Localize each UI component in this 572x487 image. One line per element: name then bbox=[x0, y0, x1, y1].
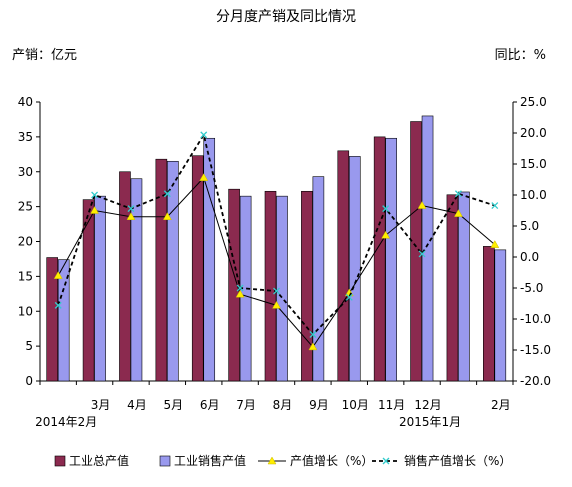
legend-item: 产值增长（%） bbox=[258, 453, 373, 468]
legend-item: 工业销售产值 bbox=[159, 453, 246, 468]
y-right-tick-label: 15.0 bbox=[520, 157, 547, 171]
y-right-tick-label: -10.0 bbox=[520, 312, 551, 326]
x-sub-label: 2015年1月 bbox=[399, 415, 461, 429]
x-tick-label: 10月 bbox=[342, 398, 369, 412]
legend-label: 产值增长（%） bbox=[290, 453, 373, 468]
point-sales-growth bbox=[163, 190, 171, 198]
bar-sales bbox=[130, 178, 143, 382]
bar-output bbox=[337, 150, 350, 382]
y-right-tick-label: -20.0 bbox=[520, 374, 551, 388]
legend-item: 工业总产值 bbox=[54, 453, 129, 468]
bar-sales bbox=[57, 259, 70, 382]
point-sales-growth bbox=[236, 284, 244, 292]
y-right-tick-label: -15.0 bbox=[520, 343, 551, 357]
point-output-growth bbox=[199, 173, 209, 181]
bar-sales bbox=[94, 195, 106, 382]
bar-output bbox=[191, 155, 204, 382]
bar-output bbox=[410, 121, 422, 382]
legend: 工业总产值 工业销售产值 产值增长（%） 销售产值增长（%） bbox=[54, 453, 511, 468]
point-output-growth bbox=[453, 209, 463, 217]
bar-output bbox=[82, 199, 95, 382]
y-left-tick-label: 30 bbox=[18, 165, 33, 179]
x-tick-label: 6月 bbox=[200, 398, 220, 412]
point-sales-growth bbox=[200, 131, 208, 139]
point-sales-growth bbox=[491, 202, 499, 209]
bar-sales bbox=[421, 115, 434, 382]
bar-sales bbox=[312, 176, 325, 382]
point-output-growth bbox=[272, 300, 281, 309]
y-right-tick-label: 0.0 bbox=[520, 250, 539, 264]
y-left-tick-label: 25 bbox=[18, 200, 33, 214]
legend-label: 工业总产值 bbox=[69, 453, 129, 468]
point-output-growth bbox=[53, 271, 63, 279]
x-tick-label: 2月 bbox=[491, 398, 511, 412]
bar-output bbox=[46, 257, 58, 382]
x-tick-label: 7月 bbox=[236, 398, 256, 412]
bar-output bbox=[483, 246, 495, 382]
point-output-growth bbox=[90, 205, 100, 214]
bar-output bbox=[264, 190, 277, 382]
x-tick-label: 9月 bbox=[309, 398, 329, 412]
bar-output bbox=[301, 190, 313, 382]
x-tick-label: 11月 bbox=[378, 398, 405, 412]
point-output-growth bbox=[417, 201, 427, 209]
legend-label: 工业销售产值 bbox=[174, 453, 246, 468]
bar-sales bbox=[203, 137, 216, 382]
legend-label: 销售产值增长（%） bbox=[404, 453, 511, 468]
plot-area: 0 5 10 15 20 25 30 35 40 -20.0 -15.0 -10.0 -5.0 0.0 5.… bbox=[18, 95, 551, 429]
point-output-growth bbox=[126, 212, 136, 220]
y-left-tick-label: 20 bbox=[18, 235, 33, 249]
bar-sales bbox=[494, 249, 507, 382]
y-left-tick-label: 10 bbox=[18, 304, 33, 318]
bar-output bbox=[446, 194, 459, 382]
right-unit-label: 同比：% bbox=[495, 48, 546, 63]
x-tick-label: 4月 bbox=[127, 398, 147, 412]
y-left-tick-label: 35 bbox=[18, 130, 33, 144]
y-right-tick-label: 25.0 bbox=[520, 95, 547, 109]
point-sales-growth bbox=[54, 301, 62, 309]
bar-sales bbox=[167, 160, 179, 382]
bar-output bbox=[119, 171, 131, 382]
bar-output bbox=[373, 136, 386, 382]
y-right-tick-label: 20.0 bbox=[520, 126, 547, 140]
point-sales-growth bbox=[418, 250, 426, 258]
point-sales-growth bbox=[454, 190, 462, 198]
bar-output bbox=[155, 158, 168, 382]
y-right-tick-label: -5.0 bbox=[520, 281, 543, 295]
y-left-tick-label: 0 bbox=[25, 374, 33, 388]
point-output-growth bbox=[490, 240, 500, 248]
point-output-growth bbox=[381, 230, 391, 239]
chart-title: 分月度产销及同比情况 bbox=[216, 9, 356, 25]
bar-sales bbox=[348, 156, 361, 382]
legend-item: 销售产值增长（%） bbox=[372, 453, 511, 468]
point-sales-growth bbox=[345, 293, 353, 301]
legend-swatch bbox=[54, 455, 66, 467]
bar-output bbox=[228, 188, 240, 382]
legend-swatch bbox=[159, 455, 171, 467]
x-tick-label: 12月 bbox=[414, 398, 441, 412]
point-sales-growth bbox=[127, 205, 135, 213]
point-output-growth bbox=[235, 289, 245, 298]
point-output-growth bbox=[308, 342, 318, 351]
bar-sales bbox=[276, 195, 288, 382]
y-left-tick-label: 15 bbox=[18, 269, 33, 283]
point-sales-growth bbox=[273, 287, 280, 295]
point-sales-growth bbox=[91, 191, 99, 199]
y-left-tick-label: 40 bbox=[18, 95, 33, 109]
y-left-tick-label: 5 bbox=[25, 339, 33, 353]
point-sales-growth bbox=[382, 205, 390, 213]
point-output-growth bbox=[162, 212, 172, 220]
legend-marker bbox=[267, 456, 277, 465]
x-sub-label: 2014年2月 bbox=[35, 415, 97, 429]
y-right-tick-label: 10.0 bbox=[520, 188, 547, 202]
point-sales-growth bbox=[309, 331, 317, 338]
bar-sales bbox=[385, 137, 397, 382]
left-unit-label: 产销：亿元 bbox=[12, 48, 77, 63]
y-right-tick-label: 5.0 bbox=[520, 219, 539, 233]
x-tick-label: 5月 bbox=[164, 398, 184, 412]
x-tick-label: 8月 bbox=[273, 398, 293, 412]
bar-sales bbox=[458, 191, 470, 382]
x-tick-label: 3月 bbox=[91, 398, 111, 412]
